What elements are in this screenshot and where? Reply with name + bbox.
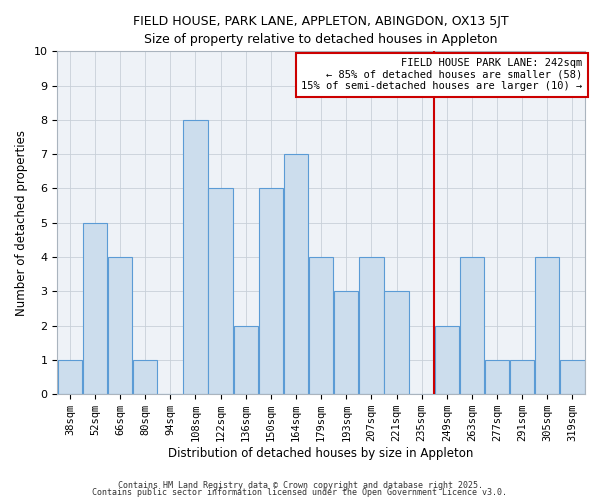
Y-axis label: Number of detached properties: Number of detached properties [15, 130, 28, 316]
Bar [560, 360, 584, 394]
Text: FIELD HOUSE PARK LANE: 242sqm
← 85% of detached houses are smaller (58)
15% of s: FIELD HOUSE PARK LANE: 242sqm ← 85% of d… [301, 58, 583, 92]
Bar [184, 120, 208, 394]
Bar [309, 257, 334, 394]
Bar [108, 257, 132, 394]
Bar [233, 326, 258, 394]
Bar [510, 360, 535, 394]
Bar [485, 360, 509, 394]
Bar [259, 188, 283, 394]
Title: FIELD HOUSE, PARK LANE, APPLETON, ABINGDON, OX13 5JT
Size of property relative t: FIELD HOUSE, PARK LANE, APPLETON, ABINGD… [133, 15, 509, 46]
Bar [434, 326, 459, 394]
Bar [284, 154, 308, 394]
Bar [385, 292, 409, 394]
Bar [334, 292, 358, 394]
Bar [535, 257, 559, 394]
Bar [460, 257, 484, 394]
Text: Contains public sector information licensed under the Open Government Licence v3: Contains public sector information licen… [92, 488, 508, 497]
Bar [208, 188, 233, 394]
Bar [58, 360, 82, 394]
Text: Contains HM Land Registry data © Crown copyright and database right 2025.: Contains HM Land Registry data © Crown c… [118, 480, 482, 490]
Bar [83, 223, 107, 394]
X-axis label: Distribution of detached houses by size in Appleton: Distribution of detached houses by size … [169, 447, 474, 460]
Bar [359, 257, 383, 394]
Bar [133, 360, 157, 394]
